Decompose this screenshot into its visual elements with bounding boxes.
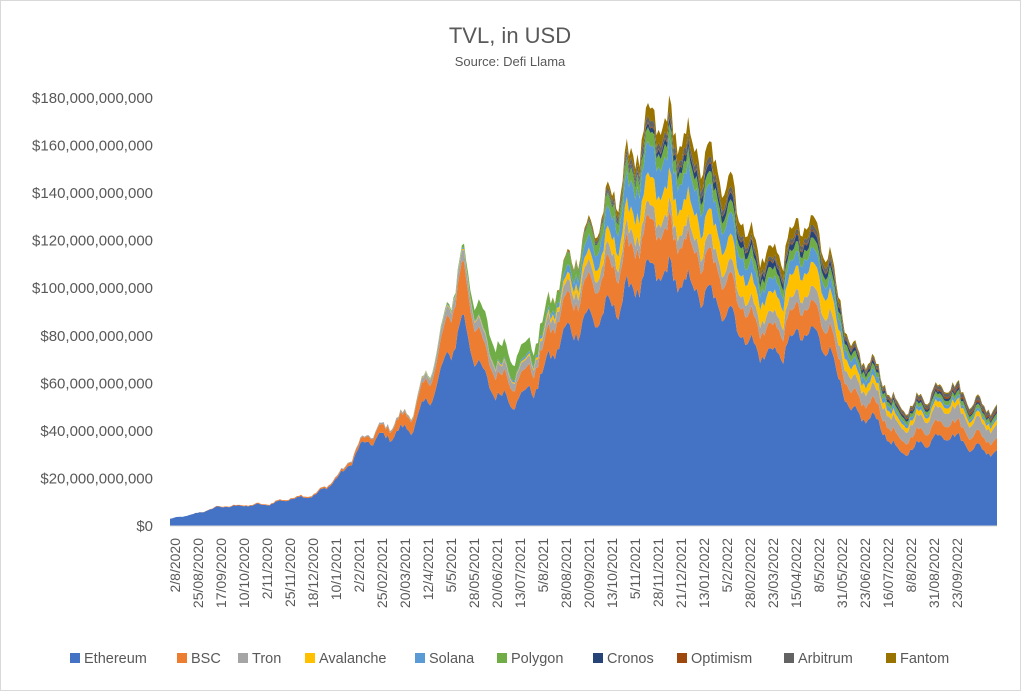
chart-subtitle: Source: Defi Llama bbox=[455, 54, 566, 69]
x-tick-label: 10/1/2021 bbox=[328, 538, 344, 600]
x-tick-label: 17/09/2020 bbox=[213, 538, 229, 608]
x-tick-label: 25/02/2021 bbox=[374, 538, 390, 608]
legend-label: Avalanche bbox=[319, 651, 386, 667]
legend-label: BSC bbox=[191, 651, 221, 667]
legend-swatch bbox=[177, 653, 187, 663]
y-tick-label: $180,000,000,000 bbox=[32, 90, 153, 107]
legend-label: Polygon bbox=[511, 651, 563, 667]
legend-label: Fantom bbox=[900, 651, 949, 667]
y-tick-label: $160,000,000,000 bbox=[32, 138, 153, 155]
legend-item-cronos: Cronos bbox=[593, 651, 654, 667]
x-tick-label: 5/11/2021 bbox=[627, 538, 643, 599]
legend-swatch bbox=[70, 653, 80, 663]
legend-label: Tron bbox=[252, 651, 281, 667]
y-tick-label: $140,000,000,000 bbox=[32, 185, 153, 202]
x-tick-label: 20/09/2021 bbox=[581, 538, 597, 608]
area-series-ethereum bbox=[170, 255, 997, 526]
legend-label: Ethereum bbox=[84, 651, 147, 667]
x-tick-label: 16/07/2022 bbox=[880, 538, 896, 608]
x-tick-label: 13/01/2022 bbox=[696, 538, 712, 608]
x-tick-label: 28/11/2021 bbox=[650, 538, 666, 607]
legend-swatch bbox=[497, 653, 507, 663]
x-tick-label: 23/09/2022 bbox=[949, 538, 965, 608]
chart-title: TVL, in USD bbox=[449, 23, 571, 48]
legend-swatch bbox=[415, 653, 425, 663]
x-tick-label: 21/12/2021 bbox=[673, 538, 689, 608]
legend-item-fantom: Fantom bbox=[886, 651, 949, 667]
x-tick-label: 15/04/2022 bbox=[788, 538, 804, 608]
legend-label: Solana bbox=[429, 651, 475, 667]
legend-swatch bbox=[886, 653, 896, 663]
stacked-areas bbox=[170, 95, 997, 526]
x-tick-label: 20/06/2021 bbox=[489, 538, 505, 608]
legend-label: Optimism bbox=[691, 651, 752, 667]
legend-item-tron: Tron bbox=[238, 651, 281, 667]
y-tick-label: $40,000,000,000 bbox=[40, 423, 153, 440]
legend-label: Cronos bbox=[607, 651, 654, 667]
y-axis: $0 $20,000,000,000 $40,000,000,000 $60,000,… bbox=[32, 90, 153, 535]
legend: Ethereum BSC Tron Avalanche Solana Polygon Cro… bbox=[70, 651, 949, 667]
y-tick-label: $0 bbox=[136, 518, 153, 535]
x-tick-label: 5/2/2022 bbox=[719, 538, 735, 593]
x-tick-label: 31/05/2022 bbox=[834, 538, 850, 608]
x-tick-label: 2/11/2020 bbox=[259, 538, 275, 599]
y-tick-label: $100,000,000,000 bbox=[32, 280, 153, 297]
chart-title-group: TVL, in USD Source: Defi Llama bbox=[449, 23, 571, 69]
legend-item-optimism: Optimism bbox=[677, 651, 752, 667]
x-tick-label: 18/12/2020 bbox=[305, 538, 321, 608]
legend-swatch bbox=[677, 653, 687, 663]
legend-item-arbitrum: Arbitrum bbox=[784, 651, 853, 667]
legend-swatch bbox=[238, 653, 248, 663]
x-tick-label: 8/5/2022 bbox=[811, 538, 827, 593]
x-tick-label: 12/4/2021 bbox=[420, 538, 436, 600]
x-tick-label: 25/11/2020 bbox=[282, 538, 298, 607]
x-tick-label: 28/05/2021 bbox=[466, 538, 482, 608]
legend-swatch bbox=[784, 653, 794, 663]
x-tick-label: 13/10/2021 bbox=[604, 538, 620, 608]
x-tick-label: 2/2/2021 bbox=[351, 538, 367, 593]
x-axis: 2/8/2020 25/08/2020 17/09/2020 10/10/2020 2/… bbox=[167, 525, 997, 608]
x-tick-label: 8/8/2022 bbox=[903, 538, 919, 593]
y-tick-label: $120,000,000,000 bbox=[32, 233, 153, 250]
y-tick-label: $60,000,000,000 bbox=[40, 375, 153, 392]
x-tick-label: 5/8/2021 bbox=[535, 538, 551, 593]
x-tick-label: 10/10/2020 bbox=[236, 538, 252, 608]
x-tick-label: 23/03/2022 bbox=[765, 538, 781, 608]
x-tick-label: 28/02/2022 bbox=[742, 538, 758, 608]
legend-item-bsc: BSC bbox=[177, 651, 221, 667]
x-tick-label: 31/08/2022 bbox=[926, 538, 942, 608]
x-tick-label: 23/06/2022 bbox=[857, 538, 873, 608]
legend-swatch bbox=[305, 653, 315, 663]
legend-item-polygon: Polygon bbox=[497, 651, 563, 667]
x-tick-label: 5/5/2021 bbox=[443, 538, 459, 593]
legend-swatch bbox=[593, 653, 603, 663]
x-tick-label: 13/07/2021 bbox=[512, 538, 528, 608]
legend-item-ethereum: Ethereum bbox=[70, 651, 147, 667]
x-tick-label: 2/8/2020 bbox=[167, 538, 183, 593]
y-tick-label: $80,000,000,000 bbox=[40, 328, 153, 345]
x-tick-label: 28/08/2021 bbox=[558, 538, 574, 608]
x-tick-label: 20/03/2021 bbox=[397, 538, 413, 608]
legend-label: Arbitrum bbox=[798, 651, 853, 667]
legend-item-avalanche: Avalanche bbox=[305, 651, 386, 667]
legend-item-solana: Solana bbox=[415, 651, 475, 667]
x-tick-label: 25/08/2020 bbox=[190, 538, 206, 608]
y-tick-label: $20,000,000,000 bbox=[40, 470, 153, 487]
